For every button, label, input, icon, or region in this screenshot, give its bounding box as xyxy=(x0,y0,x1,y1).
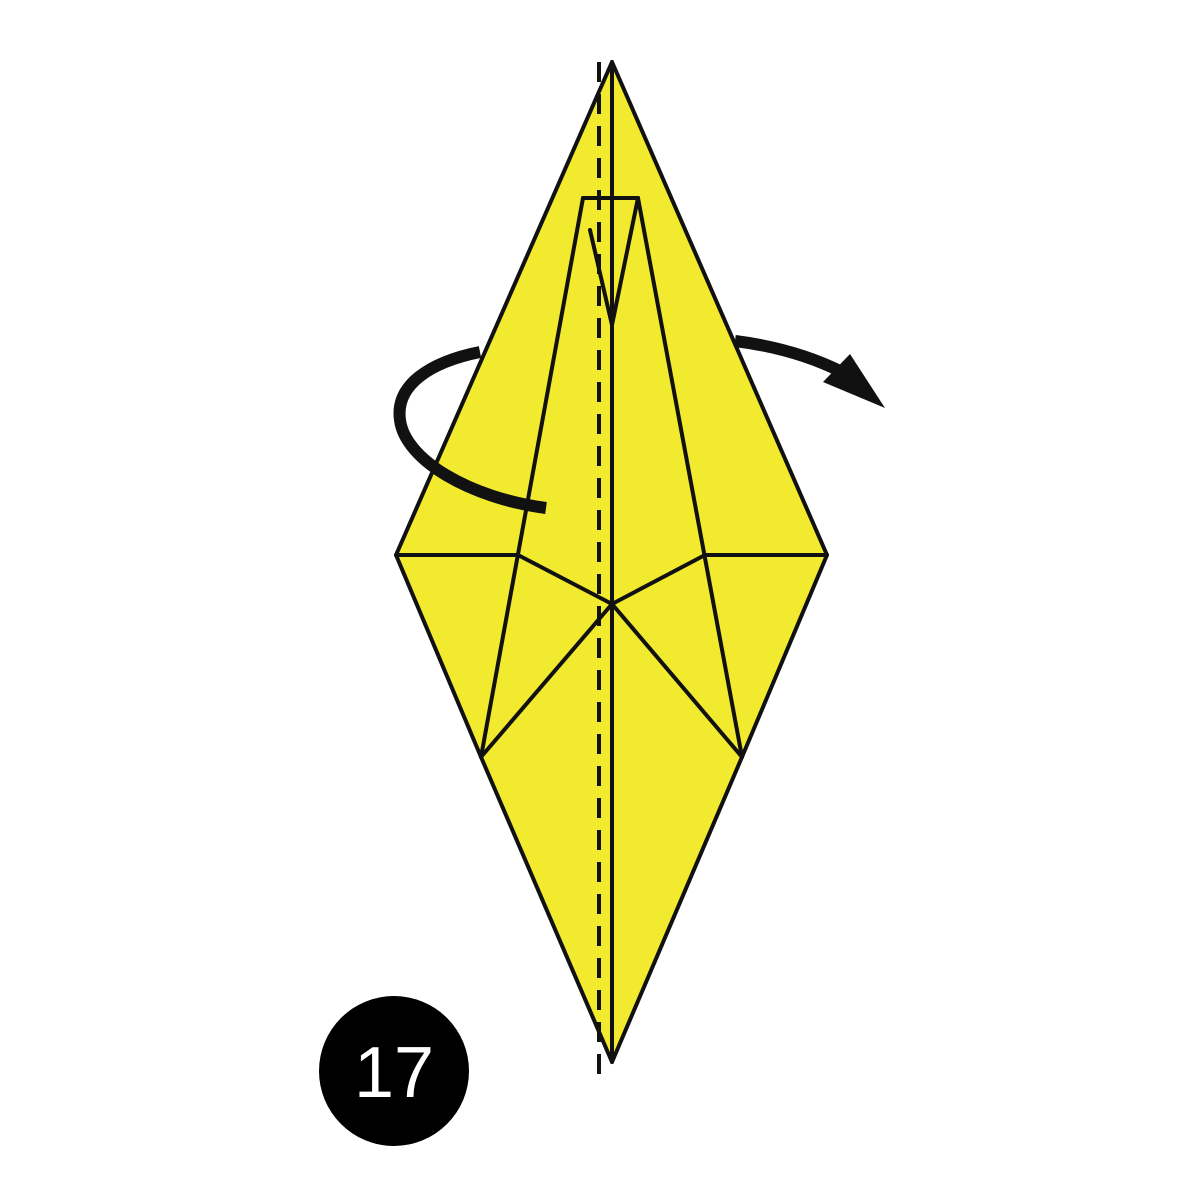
turn-over-arrow-icon xyxy=(393,335,885,514)
crease-inner-right-long xyxy=(636,196,744,759)
turn-arrow-back-segment xyxy=(393,346,547,514)
crease-inner-v-left xyxy=(588,228,614,327)
crease-center-to-right-lower xyxy=(610,602,744,759)
step-number-badge: 17 xyxy=(319,996,469,1146)
step-number-text: 17 xyxy=(354,1033,434,1113)
crease-center-to-left-lower xyxy=(479,602,614,759)
step-badge-circle xyxy=(319,996,469,1146)
turn-arrow-head xyxy=(823,354,885,408)
crease-to-center-right xyxy=(610,553,707,606)
crease-lines xyxy=(394,60,829,1064)
turn-arrow-front-segment xyxy=(734,335,845,378)
crease-to-center-left xyxy=(516,553,614,606)
crease-inner-v-right xyxy=(610,196,640,327)
crease-inner-left-long xyxy=(479,196,585,759)
